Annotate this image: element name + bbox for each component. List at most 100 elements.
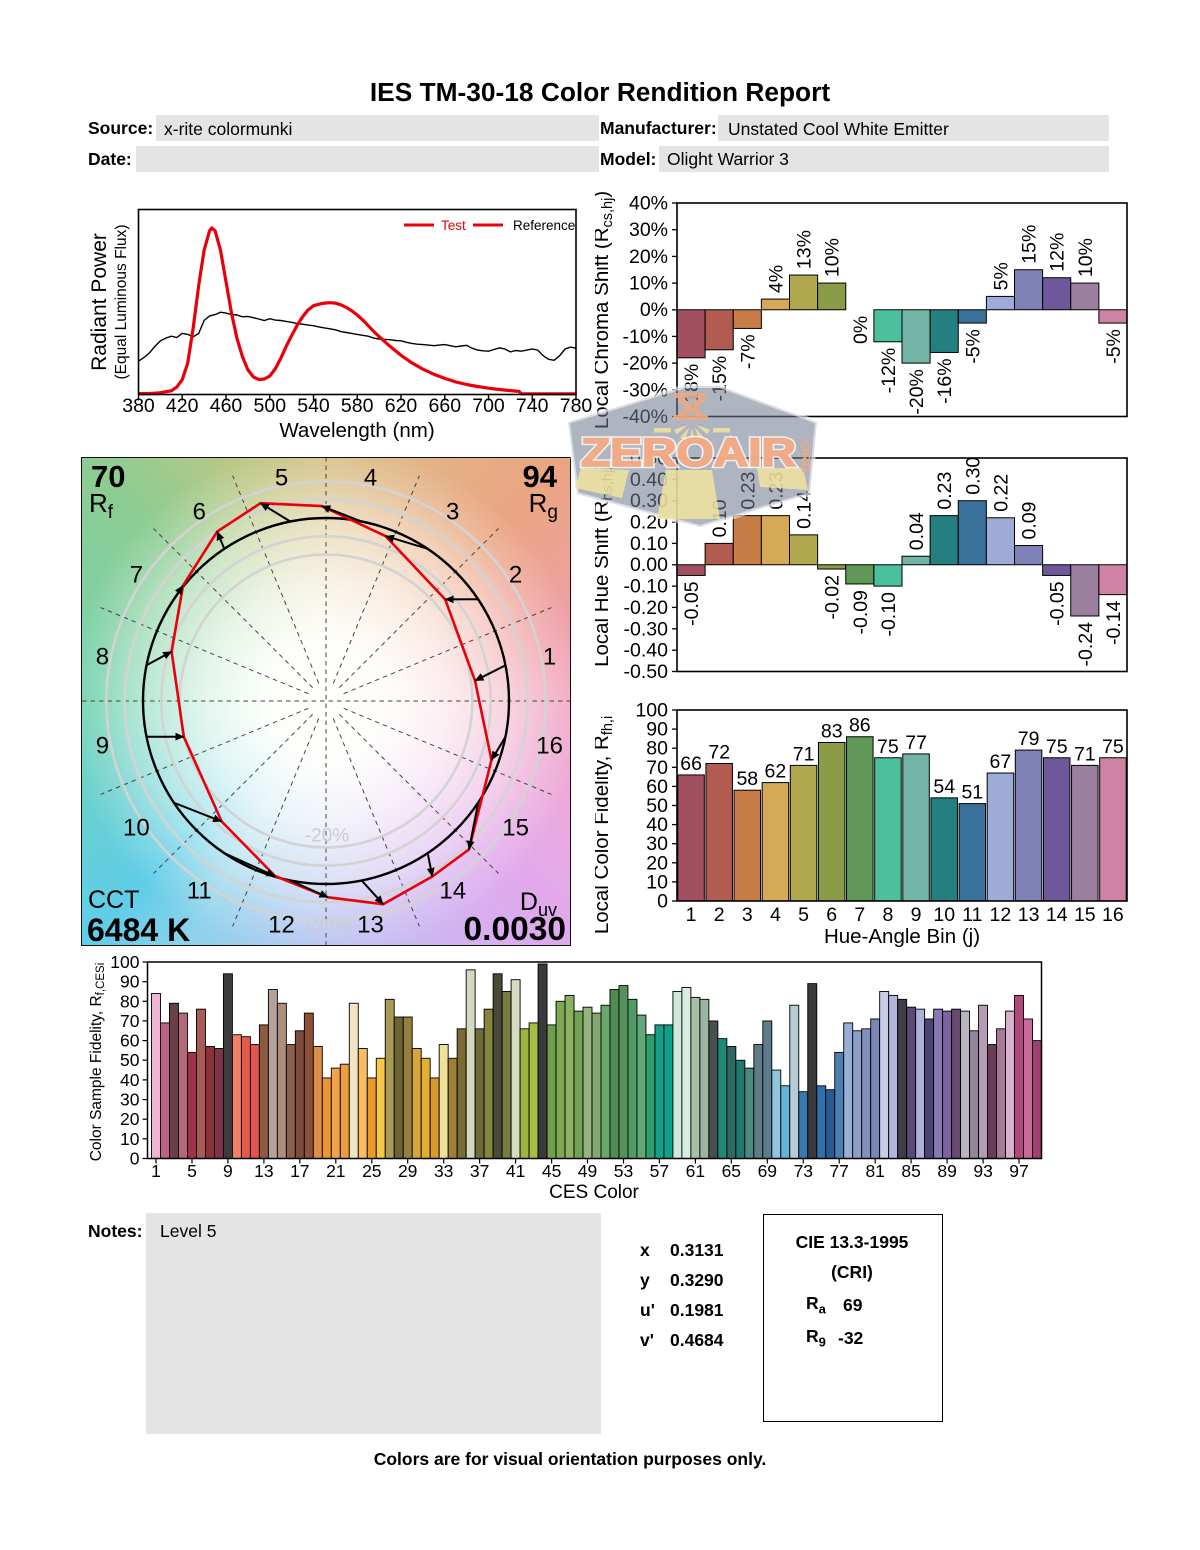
svg-text:-0.30: -0.30	[624, 618, 669, 640]
svg-text:16: 16	[1102, 904, 1124, 926]
svg-text:13: 13	[1018, 904, 1040, 926]
svg-text:70: 70	[91, 459, 125, 494]
svg-text:0.0030: 0.0030	[464, 911, 566, 945]
svg-text:460: 460	[210, 395, 243, 417]
svg-text:30: 30	[120, 1090, 140, 1110]
svg-text:5%: 5%	[990, 262, 1012, 290]
svg-text:-20%: -20%	[906, 369, 928, 415]
svg-text:10: 10	[646, 871, 668, 893]
svg-text:57: 57	[650, 1161, 669, 1181]
svg-text:0.09: 0.09	[1019, 502, 1041, 540]
svg-text:66: 66	[680, 753, 702, 775]
svg-text:0.30: 0.30	[962, 457, 984, 495]
svg-text:580: 580	[341, 395, 374, 417]
svg-text:-0.40: -0.40	[624, 640, 669, 662]
svg-text:40: 40	[646, 814, 668, 836]
svg-text:-0.24: -0.24	[1075, 622, 1097, 667]
svg-text:75: 75	[1046, 736, 1068, 758]
svg-text:58: 58	[736, 768, 758, 790]
svg-text:17: 17	[290, 1161, 309, 1181]
svg-text:420: 420	[166, 395, 199, 417]
svg-text:49: 49	[578, 1161, 597, 1181]
svg-text:6: 6	[193, 498, 206, 525]
svg-text:500: 500	[254, 395, 287, 417]
svg-text:660: 660	[429, 395, 462, 417]
svg-text:9: 9	[911, 904, 922, 926]
svg-text:79: 79	[1018, 728, 1040, 750]
svg-text:85: 85	[901, 1161, 920, 1181]
svg-text:13%: 13%	[794, 230, 816, 269]
svg-text:41: 41	[506, 1161, 525, 1181]
svg-text:0.00: 0.00	[630, 554, 668, 576]
svg-text:-0.02: -0.02	[822, 575, 844, 619]
svg-text:-12%: -12%	[878, 348, 900, 394]
svg-text:-10%: -10%	[622, 326, 668, 348]
svg-text:51: 51	[961, 782, 983, 804]
svg-text:5: 5	[187, 1161, 197, 1181]
svg-text:-0.05: -0.05	[681, 581, 703, 626]
svg-text:40: 40	[120, 1070, 140, 1090]
svg-text:-5%: -5%	[962, 329, 984, 364]
svg-text:12%: 12%	[1047, 233, 1069, 272]
svg-text:16: 16	[536, 733, 563, 760]
svg-text:60: 60	[120, 1031, 140, 1051]
svg-text:71: 71	[793, 743, 815, 765]
svg-text:90: 90	[120, 972, 140, 992]
svg-text:Radiant Power: Radiant Power	[88, 233, 111, 371]
svg-text:1: 1	[686, 904, 697, 926]
svg-text:77: 77	[829, 1161, 848, 1181]
svg-text:9: 9	[96, 733, 109, 760]
svg-text:33: 33	[434, 1161, 453, 1181]
svg-text:-0.20: -0.20	[624, 597, 669, 619]
svg-text:72: 72	[708, 742, 730, 764]
svg-text:20: 20	[120, 1109, 140, 1129]
svg-text:53: 53	[614, 1161, 633, 1181]
svg-text:30%: 30%	[629, 219, 668, 241]
svg-text:0%: 0%	[850, 316, 872, 344]
svg-text:1: 1	[151, 1161, 161, 1181]
svg-text:-16%: -16%	[934, 358, 956, 404]
svg-text:-5%: -5%	[1103, 329, 1125, 364]
svg-text:69: 69	[758, 1161, 777, 1181]
svg-text:10: 10	[120, 1129, 140, 1149]
svg-text:11: 11	[187, 878, 212, 905]
svg-text:0.10: 0.10	[630, 533, 668, 555]
svg-text:94: 94	[523, 459, 558, 494]
svg-text:10%: 10%	[1075, 238, 1097, 277]
svg-text:380: 380	[122, 395, 155, 417]
svg-text:4: 4	[770, 904, 781, 926]
svg-text:Reference: Reference	[513, 218, 575, 233]
svg-text:7: 7	[130, 561, 143, 588]
svg-text:Local Chroma Shift (Rcs,hj): Local Chroma Shift (Rcs,hj)	[595, 191, 616, 429]
svg-text:3: 3	[742, 904, 753, 926]
svg-text:10%: 10%	[822, 238, 844, 277]
svg-text:Rf: Rf	[89, 488, 114, 523]
svg-text:30: 30	[646, 833, 668, 855]
svg-text:-0.50: -0.50	[624, 661, 669, 683]
svg-text:Color Sample Fidelity, Rf,CESi: Color Sample Fidelity, Rf,CESi	[88, 963, 107, 1162]
svg-text:0.23: 0.23	[934, 472, 956, 510]
svg-text:2: 2	[714, 904, 725, 926]
svg-text:61: 61	[686, 1161, 705, 1181]
svg-text:20%: 20%	[629, 246, 668, 268]
svg-text:89: 89	[937, 1161, 956, 1181]
svg-text:15: 15	[502, 815, 529, 842]
svg-text:73: 73	[794, 1161, 813, 1181]
svg-text:15: 15	[1074, 904, 1096, 926]
svg-text:620: 620	[385, 395, 418, 417]
svg-text:13: 13	[357, 912, 384, 939]
svg-text:0: 0	[130, 1149, 140, 1169]
svg-text:-20%: -20%	[305, 825, 349, 846]
svg-text:8: 8	[96, 644, 109, 671]
svg-text:37: 37	[470, 1161, 489, 1181]
svg-text:75: 75	[877, 736, 899, 758]
svg-text:60: 60	[646, 776, 668, 798]
svg-text:740: 740	[516, 395, 549, 417]
svg-text:-0.14: -0.14	[1103, 600, 1125, 645]
svg-text:4%: 4%	[765, 265, 787, 293]
svg-text:6: 6	[826, 904, 837, 926]
svg-text:0.04: 0.04	[906, 512, 928, 550]
svg-text:CES Color: CES Color	[549, 1182, 639, 1203]
svg-text:.ORG: .ORG	[798, 437, 814, 473]
svg-text:4: 4	[364, 464, 377, 491]
